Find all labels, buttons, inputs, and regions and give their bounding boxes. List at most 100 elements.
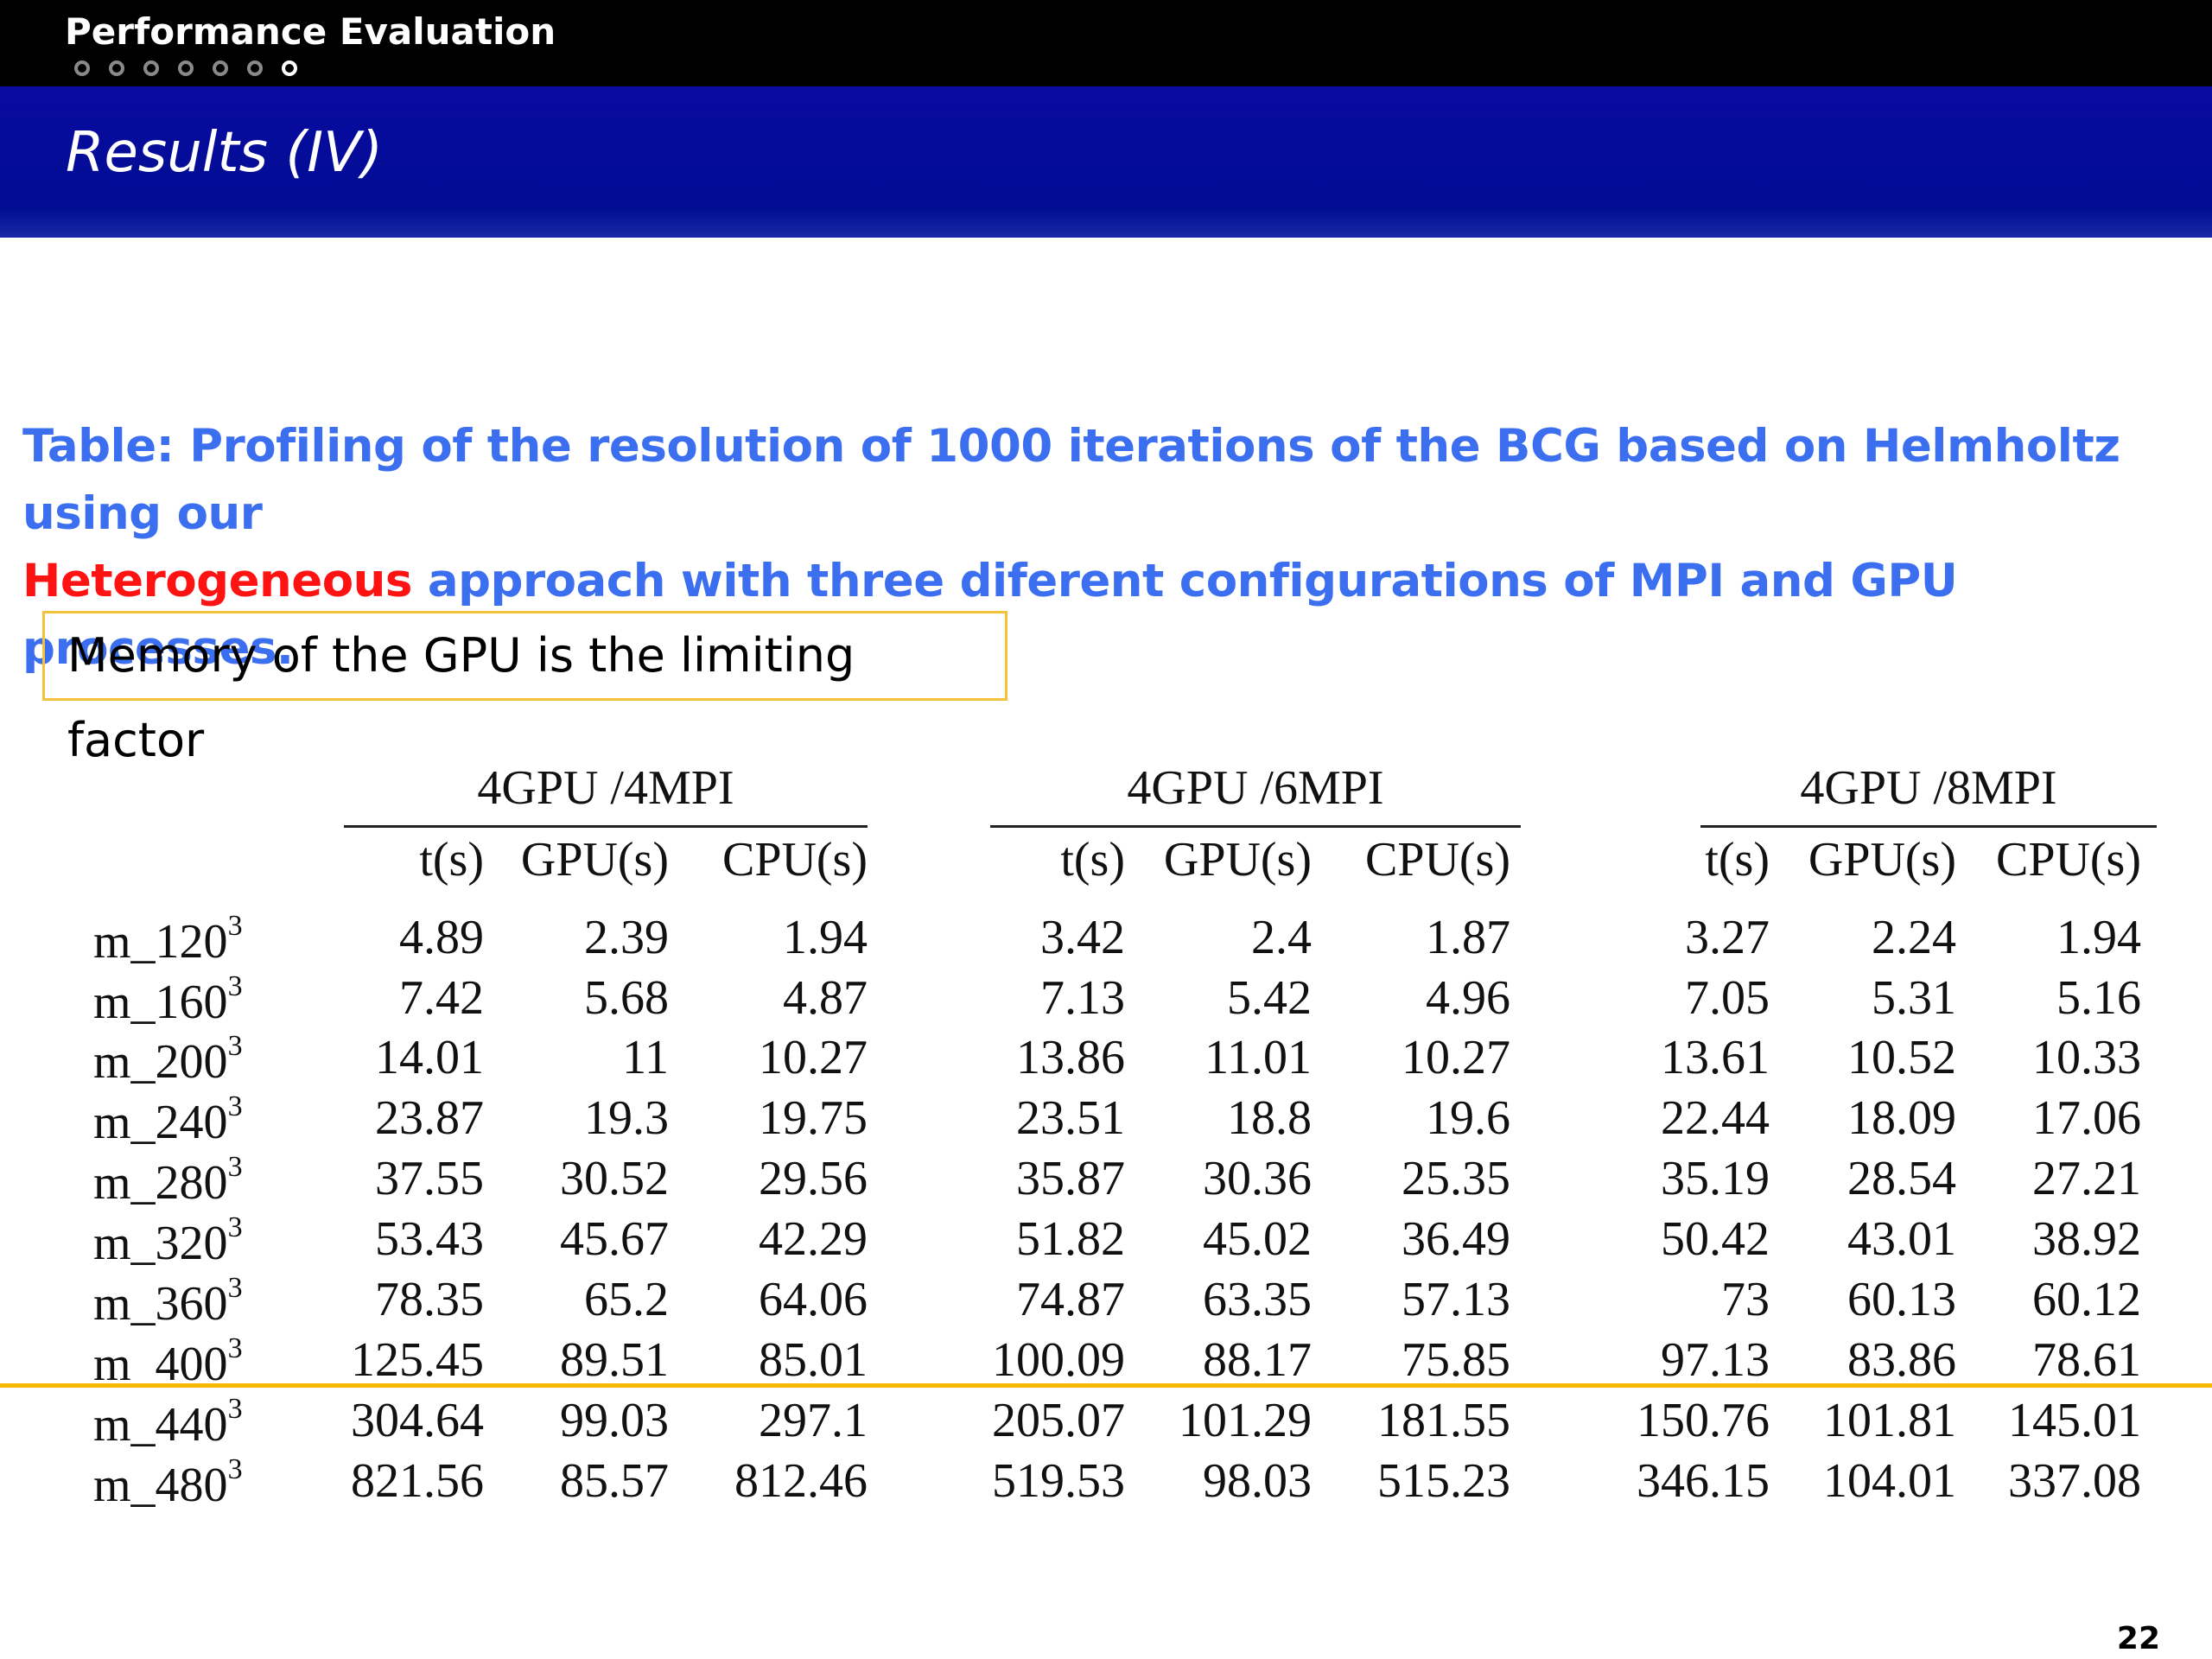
nav-dot-4[interactable]	[178, 60, 194, 76]
table-cell: 4.89	[399, 911, 484, 964]
column-header: t(s)	[1705, 833, 1770, 887]
nav-dot-5[interactable]	[213, 60, 228, 76]
row-label-text: m_400	[93, 1338, 228, 1391]
table-cell: 7.05	[1685, 971, 1770, 1025]
row-label: m_1203	[93, 910, 243, 969]
table-cell: 515.23	[1377, 1454, 1510, 1508]
table-cell: 63.35	[1203, 1273, 1312, 1326]
table-cell: 4.87	[783, 971, 868, 1025]
table-cell: 18.09	[1847, 1091, 1956, 1145]
row-label-exponent: 3	[227, 1211, 243, 1243]
table-cell: 150.76	[1637, 1394, 1770, 1447]
row-label: m_2803	[93, 1151, 243, 1211]
nav-dot-1[interactable]	[74, 60, 90, 76]
row-label-exponent: 3	[227, 910, 243, 942]
table-cell: 11.01	[1205, 1031, 1312, 1084]
table-cell: 104.01	[1823, 1454, 1956, 1508]
table-cell: 78.35	[375, 1273, 484, 1326]
table-cell: 42.29	[759, 1212, 868, 1266]
table-cell: 29.56	[759, 1152, 868, 1205]
table-cell: 3.27	[1685, 911, 1770, 964]
table-cell: 5.68	[584, 971, 669, 1025]
group-header: 4GPU /4MPI	[477, 761, 734, 815]
row-label-exponent: 3	[227, 1453, 243, 1485]
table-cell: 337.08	[2008, 1454, 2141, 1508]
caption-highlight: Heterogeneous	[22, 555, 412, 607]
row-label-exponent: 3	[227, 1272, 243, 1304]
table-cell: 13.86	[1016, 1031, 1125, 1084]
table-cell: 60.12	[2032, 1273, 2141, 1326]
row-label: m_3203	[93, 1211, 243, 1271]
table-cell: 30.52	[560, 1152, 669, 1205]
table-cell: 53.43	[375, 1212, 484, 1266]
table-cell: 821.56	[351, 1454, 484, 1508]
table-cell: 10.33	[2032, 1031, 2141, 1084]
table-cell: 23.87	[375, 1091, 484, 1145]
table-cell: 101.29	[1179, 1394, 1312, 1447]
nav-dot-2[interactable]	[109, 60, 124, 76]
row-label-text: m_440	[93, 1398, 228, 1452]
table-cell: 74.87	[1016, 1273, 1125, 1326]
row-label: m_2403	[93, 1090, 243, 1150]
table-cell: 38.92	[2032, 1212, 2141, 1266]
row-label: m_4803	[93, 1453, 243, 1513]
row-label-text: m_120	[93, 915, 228, 969]
table-cell: 35.19	[1661, 1152, 1770, 1205]
caption-text-1: Table: Profiling of the resolution of 10…	[22, 420, 2120, 540]
table-cell: 23.51	[1016, 1091, 1125, 1145]
table-cell: 30.36	[1203, 1152, 1312, 1205]
column-header: CPU(s)	[1364, 833, 1510, 887]
group-rule	[1700, 825, 2157, 828]
slide-title: Results (IV)	[66, 121, 383, 185]
group-rule	[990, 825, 1521, 828]
row-label-text: m_200	[93, 1035, 228, 1089]
table-cell: 13.61	[1661, 1031, 1770, 1084]
table-cell: 64.06	[759, 1273, 868, 1326]
table-cell: 89.51	[560, 1333, 669, 1387]
nav-dot-3[interactable]	[143, 60, 159, 76]
table-cell: 1.94	[783, 911, 868, 964]
callout-box: Memory of the GPU is the limiting factor	[42, 611, 1007, 767]
nav-dot-7[interactable]	[282, 60, 297, 76]
column-header: t(s)	[419, 833, 484, 887]
table-cell: 17.06	[2032, 1091, 2141, 1145]
row-label: m_3603	[93, 1272, 243, 1332]
table-cell: 101.81	[1823, 1394, 1956, 1447]
column-header: CPU(s)	[1995, 833, 2141, 887]
row-label: m_2003	[93, 1030, 243, 1090]
table-cell: 19.3	[584, 1091, 669, 1145]
column-header: t(s)	[1060, 833, 1125, 887]
caption-text-2: approach with three diferent configurati…	[22, 555, 1958, 675]
table-cell: 100.09	[992, 1333, 1125, 1387]
table-cell: 50.42	[1661, 1212, 1770, 1266]
table-cell: 2.4	[1251, 911, 1312, 964]
row-label: m_4003	[93, 1332, 243, 1392]
table-cell: 45.02	[1203, 1212, 1312, 1266]
row-label-text: m_240	[93, 1096, 228, 1149]
table-cell: 5.31	[1872, 971, 1956, 1025]
table-cell: 3.42	[1040, 911, 1125, 964]
table-cell: 51.82	[1016, 1212, 1125, 1266]
table-cell: 10.27	[1402, 1031, 1510, 1084]
row-label-exponent: 3	[227, 1332, 243, 1364]
column-header: GPU(s)	[1163, 833, 1312, 887]
table-cell: 11	[622, 1031, 669, 1084]
row-label-exponent: 3	[227, 970, 243, 1002]
table-cell: 97.13	[1661, 1333, 1770, 1387]
table-cell: 519.53	[992, 1454, 1125, 1508]
row-label-exponent: 3	[227, 1151, 243, 1183]
table-cell: 37.55	[375, 1152, 484, 1205]
table-cell: 812.46	[734, 1454, 868, 1508]
row-label: m_4403	[93, 1393, 243, 1452]
table-cell: 57.13	[1402, 1273, 1510, 1326]
row-label-text: m_360	[93, 1277, 228, 1331]
row-label-exponent: 3	[227, 1030, 243, 1062]
row-label: m_1603	[93, 970, 243, 1030]
table-cell: 85.01	[759, 1333, 868, 1387]
table-cell: 7.42	[399, 971, 484, 1025]
nav-dot-6[interactable]	[247, 60, 263, 76]
table-cell: 18.8	[1227, 1091, 1312, 1145]
table-cell: 125.45	[351, 1333, 484, 1387]
table-cell: 346.15	[1637, 1454, 1770, 1508]
table-cell: 28.54	[1847, 1152, 1956, 1205]
